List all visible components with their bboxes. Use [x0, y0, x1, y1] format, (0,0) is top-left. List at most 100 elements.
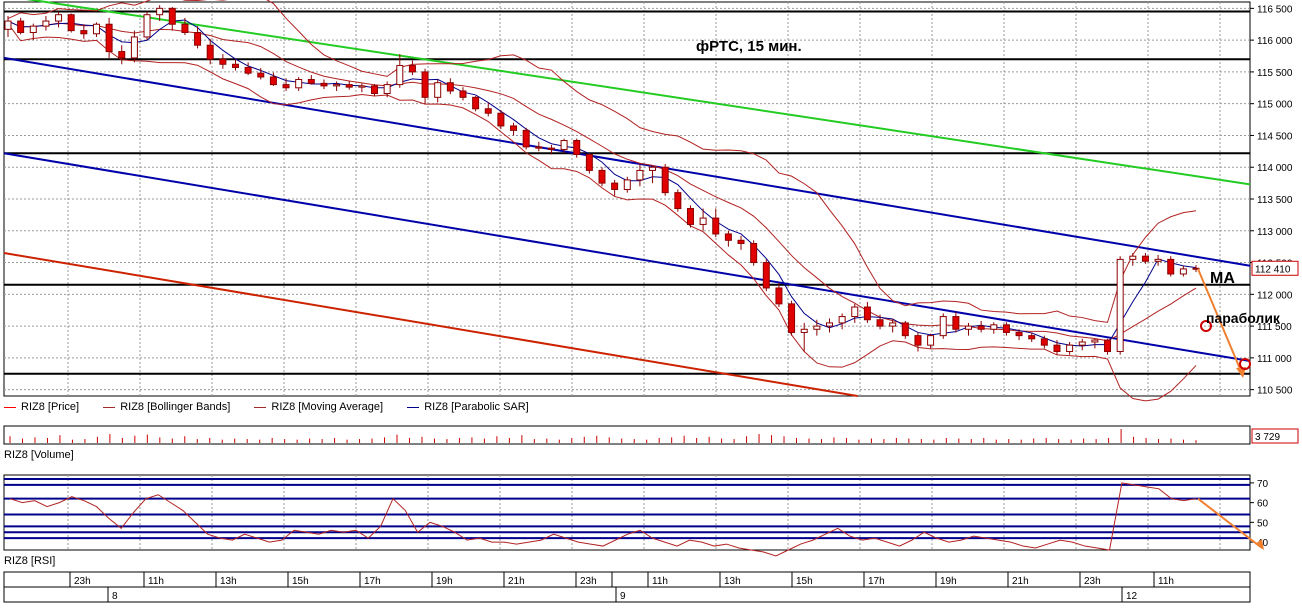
candle-body: [497, 112, 505, 127]
target-marker: [1239, 358, 1251, 370]
candle-body: [1179, 268, 1187, 275]
candle-body: [674, 192, 682, 210]
last-price-box: [1251, 260, 1299, 276]
candle-body: [965, 325, 973, 330]
candle-body: [1078, 341, 1086, 346]
candle-body: [1167, 258, 1175, 275]
candle-body: [446, 82, 454, 92]
last-price-label: 112 410: [1255, 264, 1291, 275]
candle-body: [724, 233, 732, 241]
rsi-tick-label: 70: [1257, 479, 1269, 490]
candle-body: [661, 166, 669, 194]
time-axis-label: 15h: [796, 576, 813, 587]
candle-body: [889, 322, 897, 327]
time-axis-label: 13h: [220, 576, 237, 587]
legend-bollinger: RIZ8 [Bollinger Bands]: [103, 401, 230, 413]
candle-body: [863, 306, 871, 321]
trend-line: [26, 0, 1251, 186]
time-axis-label: 11h: [1158, 576, 1174, 587]
rsi-forecast-arrowhead: [1255, 539, 1264, 550]
candle-body: [952, 316, 960, 330]
parabolic-sar: [7, 19, 1197, 347]
legend-price: RIZ8 [Price]: [4, 401, 79, 413]
candle-body: [17, 20, 25, 34]
candle-body: [219, 58, 227, 65]
candle-body: [472, 96, 480, 110]
price-panel-frame: [3, 1, 1251, 397]
day-axis-label: 8: [112, 591, 118, 602]
candle-body: [851, 306, 859, 318]
candle-body: [1116, 258, 1124, 353]
candle-body: [800, 328, 808, 333]
candle-body: [181, 23, 189, 34]
time-axis-label: 23h: [1084, 576, 1101, 587]
candle-body: [1028, 335, 1036, 340]
candle-body: [143, 14, 151, 38]
candle-body: [750, 242, 758, 264]
candle-body: [55, 14, 63, 22]
candle-body: [42, 20, 50, 27]
price-tick-label: 112 000: [1257, 290, 1293, 301]
candle-body: [775, 287, 783, 305]
candle-body: [408, 65, 416, 73]
candle-body: [813, 325, 821, 330]
candle-body: [29, 25, 37, 34]
candle-body: [1002, 324, 1010, 333]
time-axis-label: 17h: [868, 576, 885, 587]
price-tick-label: 114 500: [1257, 131, 1293, 142]
time-axis-label: 21h: [508, 576, 525, 587]
candle-body: [712, 217, 720, 235]
annotation-ma: MA: [1210, 270, 1235, 287]
price-tick-label: 115 000: [1257, 100, 1293, 111]
bollinger-upper: [7, 0, 1197, 323]
candle-body: [307, 79, 315, 84]
candle-body: [484, 108, 492, 114]
candle-body: [130, 36, 138, 59]
candle-body: [282, 84, 290, 89]
time-axis-label: 13h: [724, 576, 741, 587]
candle-body: [320, 82, 328, 87]
forecast-arrow: [1197, 268, 1244, 377]
candle-body: [927, 335, 935, 346]
time-axis-label: 19h: [436, 576, 453, 587]
candle-body: [535, 146, 543, 149]
parabolic-marker: [1200, 320, 1212, 332]
volume-last-label: 3 729: [1255, 432, 1280, 443]
candle-body: [168, 7, 176, 25]
volume-last-box: [1251, 428, 1299, 444]
candle-body: [257, 72, 265, 78]
chart-title: фРТС, 15 мин.: [696, 38, 802, 55]
time-axis-label: 15h: [292, 576, 309, 587]
candle-body: [67, 14, 75, 32]
time-axis-label: 23h: [580, 576, 597, 587]
candle-body: [1040, 338, 1048, 346]
candle-body: [788, 303, 796, 333]
candle-body: [371, 85, 379, 95]
candle-body: [358, 85, 366, 88]
candle-body: [383, 84, 391, 95]
candle-body: [1104, 339, 1112, 353]
candle-body: [459, 90, 467, 98]
candle-body: [1015, 331, 1023, 337]
candle-body: [206, 44, 214, 60]
candle-body: [838, 316, 846, 324]
candle-body: [547, 147, 555, 150]
candle-body: [4, 20, 12, 30]
candle-body: [156, 7, 164, 16]
candle-body: [636, 169, 644, 181]
legend-parabolic-sar: RIZ8 [Parabolic SAR]: [407, 401, 529, 413]
candle-body: [914, 335, 922, 346]
candle-body: [434, 82, 442, 98]
candle-body: [611, 182, 619, 190]
candle-body: [194, 32, 202, 46]
price-tick-label: 110 500: [1257, 386, 1293, 397]
price-tick-label: 111 500: [1257, 322, 1292, 333]
time-axis-label: 23h: [74, 576, 91, 587]
rsi-line: [9, 482, 1197, 557]
annotation-parabolic: параболик: [1206, 310, 1280, 326]
moving-average: [7, 20, 1197, 342]
price-legend: RIZ8 [Price] RIZ8 [Bollinger Bands] RIZ8…: [4, 401, 529, 413]
day-axis-label: 9: [620, 591, 626, 602]
